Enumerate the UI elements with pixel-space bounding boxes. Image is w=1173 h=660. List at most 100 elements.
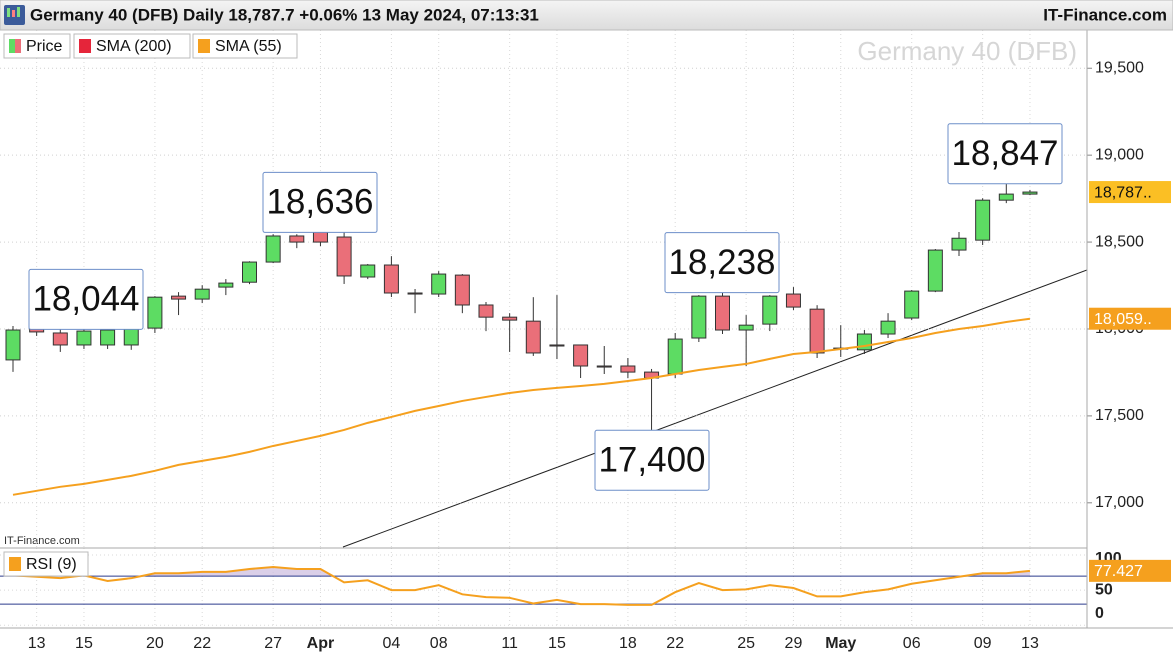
candle-body [171, 295, 187, 300]
candle-body [194, 288, 210, 300]
x-tick-label: 13 [28, 635, 46, 652]
annotation-label: 18,044 [32, 280, 139, 319]
x-tick-label: 18 [619, 635, 637, 652]
x-tick-label: Apr [307, 635, 335, 652]
candle-body [573, 344, 589, 367]
candle-body [454, 274, 470, 306]
overbought-shade [13, 566, 1030, 577]
candle-body [809, 308, 825, 354]
legend-swatch [9, 39, 15, 53]
candle-body [975, 199, 991, 241]
candle-body [1022, 191, 1038, 195]
x-tick-label: 20 [146, 635, 164, 652]
candle-body [596, 365, 612, 368]
candle-body [927, 249, 943, 292]
candle-body [738, 324, 754, 331]
candle-body [76, 330, 92, 346]
candle-body [242, 261, 257, 283]
logo-candle [7, 8, 10, 17]
x-tick-label: 06 [903, 635, 921, 652]
candle-body [549, 344, 565, 347]
candle-body [502, 316, 518, 321]
candle-body [407, 292, 423, 295]
y-tick-label: 19,000 [1095, 146, 1144, 163]
candle-body [431, 273, 447, 295]
x-tick-label: 27 [264, 635, 282, 652]
candle-body [360, 264, 376, 278]
legend-swatch [79, 39, 91, 53]
candle-body [998, 193, 1014, 201]
candle-body [525, 320, 541, 354]
candle-body [289, 235, 305, 243]
candle-body [785, 293, 801, 308]
x-tick-label: 15 [75, 635, 93, 652]
legend-label: SMA (200) [96, 38, 172, 55]
candle-body [100, 329, 116, 346]
y-tick-label: 19,500 [1095, 59, 1144, 76]
x-tick-label: 29 [785, 635, 803, 652]
y-tick-label: 50 [1095, 581, 1113, 598]
legend-swatch [9, 557, 21, 571]
y-tick-label: 0 [1095, 605, 1104, 622]
price-tag [1089, 181, 1171, 204]
logo-candle [12, 10, 15, 17]
legend-swatch [15, 39, 21, 53]
logo-candle [17, 7, 20, 17]
line-series [12, 565, 1031, 606]
x-tick-label: 25 [737, 635, 755, 652]
candle-body [147, 296, 163, 329]
legend-label: RSI (9) [26, 556, 77, 573]
x-tick-label: 15 [548, 635, 566, 652]
x-tick-label: 11 [501, 635, 518, 652]
candle-body [951, 237, 967, 251]
x-tick-label: 04 [383, 635, 401, 652]
legend-swatch [198, 39, 210, 53]
credit: IT-Finance.com [4, 535, 80, 547]
candle-body [478, 304, 494, 318]
candle-body [762, 295, 778, 325]
candle-body [383, 264, 399, 294]
candle-body [667, 338, 683, 375]
logo [4, 5, 25, 25]
price-tag [1089, 307, 1171, 330]
candle-body [265, 235, 281, 263]
candle-body [336, 236, 352, 277]
legend-label: SMA (55) [215, 38, 282, 55]
candle-body [691, 295, 707, 339]
watermark: Germany 40 (DFB) [857, 36, 1077, 66]
source: IT-Finance.com [1043, 5, 1167, 24]
x-tick-label: May [825, 635, 856, 652]
candle-body [620, 365, 636, 373]
annotation-box [262, 171, 378, 233]
rsi-panel [0, 548, 1087, 628]
legend-box [192, 33, 298, 59]
x-tick-label: 09 [974, 635, 992, 652]
annotation-box [664, 232, 780, 294]
candle-body [880, 320, 896, 335]
legend-label: Price [26, 38, 63, 55]
annotation-label: 18,847 [951, 134, 1058, 173]
candle-body [52, 332, 68, 346]
title-bar [0, 0, 1173, 31]
candle-body [715, 295, 730, 331]
annotation-box [28, 268, 144, 330]
candle-body [904, 290, 920, 319]
annotation-box [947, 123, 1063, 185]
legend-box [73, 33, 191, 59]
annotation-box [594, 429, 710, 491]
price-tag-label: 18,787.. [1094, 184, 1152, 201]
annotation-label: 17,400 [598, 441, 705, 480]
chart-title: Germany 40 (DFB) Daily 18,787.7 +0.06% 1… [30, 5, 539, 24]
line-series [12, 317, 1031, 496]
price-panel [0, 30, 1087, 548]
x-tick-label: 22 [666, 635, 684, 652]
candle-body [218, 282, 234, 288]
y-tick-label: 18,500 [1095, 233, 1144, 250]
x-tick-label: 08 [430, 635, 448, 652]
candle-body [5, 329, 21, 361]
annotation-label: 18,238 [668, 243, 775, 282]
x-tick-label: 13 [1021, 635, 1039, 652]
rsi-tag [1089, 559, 1171, 582]
